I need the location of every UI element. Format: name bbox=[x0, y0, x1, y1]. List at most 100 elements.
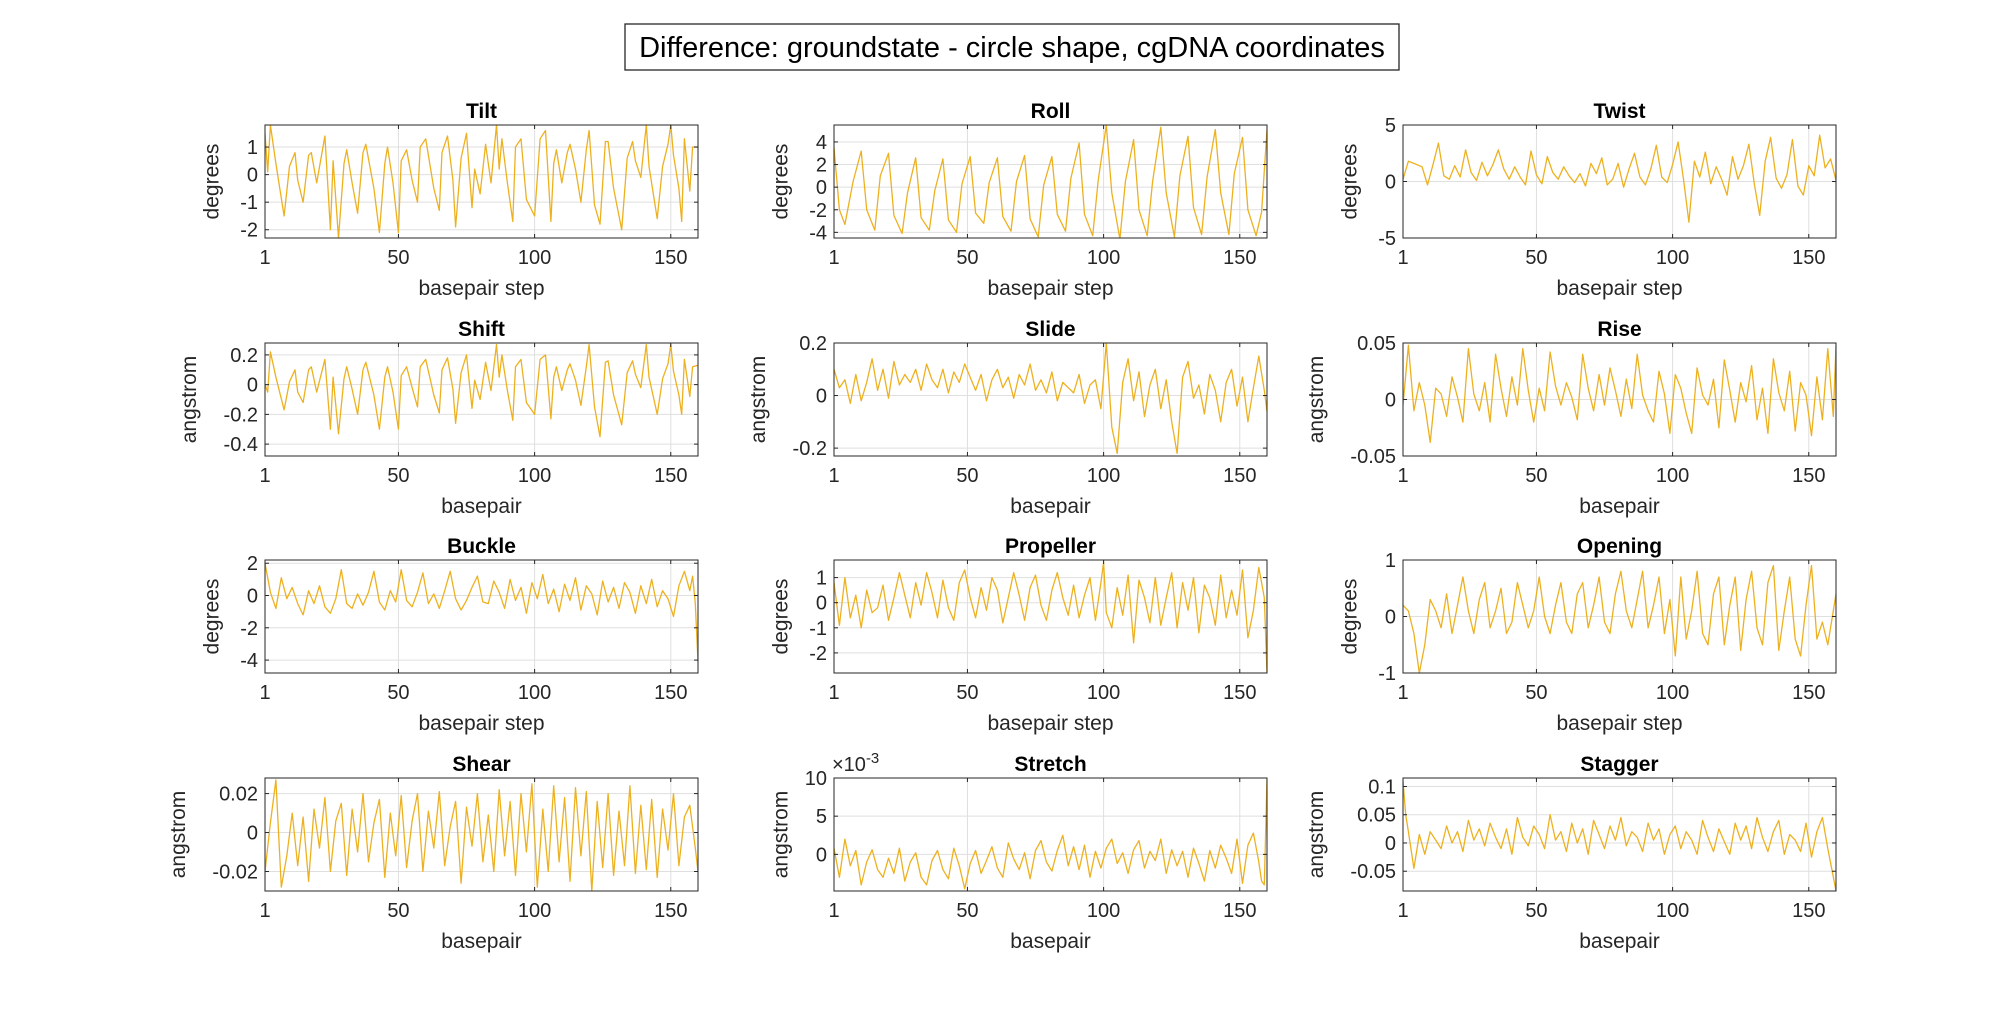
subplot-title: Shear bbox=[452, 753, 510, 776]
subplot-title: Roll bbox=[1031, 100, 1071, 123]
x-tick-label: 1 bbox=[259, 247, 270, 269]
x-tick-label: 100 bbox=[1087, 900, 1120, 922]
x-axis-label: basepair step bbox=[987, 712, 1113, 735]
data-series-shift bbox=[265, 343, 698, 438]
x-tick-label: 100 bbox=[1087, 465, 1120, 487]
x-tick-label: 1 bbox=[259, 465, 270, 487]
y-tick-label: 0.2 bbox=[230, 345, 258, 367]
x-tick-label: 150 bbox=[654, 682, 687, 704]
y-tick-label: 0.05 bbox=[1357, 333, 1396, 355]
x-axis-label: basepair bbox=[441, 495, 522, 518]
y-tick-label: -0.05 bbox=[1350, 446, 1396, 468]
y-tick-label: -4 bbox=[240, 650, 258, 672]
x-tick-label: 1 bbox=[828, 465, 839, 487]
x-tick-label: 50 bbox=[956, 682, 978, 704]
x-tick-label: 100 bbox=[1656, 465, 1689, 487]
data-series-stretch bbox=[834, 779, 1267, 890]
y-axis-label: angstrom bbox=[1305, 791, 1328, 879]
y-axis-label: angstrom bbox=[747, 356, 770, 444]
y-tick-label: 0 bbox=[247, 375, 258, 397]
x-axis-label: basepair step bbox=[418, 712, 544, 735]
x-tick-label: 50 bbox=[1525, 900, 1547, 922]
x-tick-label: 150 bbox=[654, 247, 687, 269]
y-tick-label: 0.1 bbox=[1368, 776, 1396, 798]
axes-frame bbox=[833, 124, 1268, 239]
subplot-title: Tilt bbox=[466, 100, 497, 123]
data-series-tilt bbox=[265, 125, 698, 238]
y-tick-label: -0.2 bbox=[793, 438, 827, 460]
x-tick-label: 1 bbox=[1397, 247, 1408, 269]
y-axis-label: degrees bbox=[770, 579, 793, 655]
y-tick-label: 0.05 bbox=[1357, 805, 1396, 827]
axes-frame bbox=[264, 559, 699, 674]
x-tick-label: 100 bbox=[1656, 900, 1689, 922]
y-tick-label: 0 bbox=[1385, 607, 1396, 629]
y-tick-label: -1 bbox=[809, 618, 827, 640]
y-tick-label: -2 bbox=[240, 618, 258, 640]
y-tick-label: 1 bbox=[1385, 550, 1396, 572]
x-tick-label: 150 bbox=[1223, 682, 1256, 704]
axes-frame bbox=[833, 559, 1268, 674]
y-tick-label: -4 bbox=[809, 222, 827, 244]
data-series-opening bbox=[1403, 564, 1836, 673]
x-axis-label: basepair step bbox=[1556, 712, 1682, 735]
y-tick-label: 0 bbox=[1385, 833, 1396, 855]
x-tick-label: 150 bbox=[1223, 465, 1256, 487]
x-tick-label: 50 bbox=[1525, 247, 1547, 269]
x-tick-label: 50 bbox=[956, 465, 978, 487]
suptitle-box bbox=[624, 23, 1400, 71]
y-axis-label: degrees bbox=[1339, 579, 1362, 655]
y-tick-label: -1 bbox=[240, 192, 258, 214]
x-tick-label: 100 bbox=[1087, 247, 1120, 269]
y-tick-label: -0.05 bbox=[1350, 861, 1396, 883]
subplot-title: Buckle bbox=[447, 535, 516, 558]
y-axis-label: angstrom bbox=[1305, 356, 1328, 444]
subplot-title: Slide bbox=[1025, 318, 1075, 341]
y-tick-label: -5 bbox=[1378, 228, 1396, 250]
axes-frame bbox=[264, 342, 699, 457]
y-tick-label: 0 bbox=[1385, 172, 1396, 194]
x-tick-label: 1 bbox=[259, 900, 270, 922]
x-tick-label: 1 bbox=[1397, 900, 1408, 922]
x-tick-label: 50 bbox=[387, 682, 409, 704]
x-tick-label: 100 bbox=[518, 465, 551, 487]
y-tick-label: -0.02 bbox=[212, 862, 258, 884]
y-axis-label: degrees bbox=[770, 144, 793, 220]
y-tick-label: 0.02 bbox=[219, 784, 258, 806]
x-tick-label: 150 bbox=[1223, 900, 1256, 922]
data-series-stagger bbox=[1403, 780, 1836, 891]
y-tick-label: -2 bbox=[809, 200, 827, 222]
x-tick-label: 150 bbox=[654, 900, 687, 922]
x-tick-label: 50 bbox=[1525, 682, 1547, 704]
y-axis-label: angstrom bbox=[178, 356, 201, 444]
x-tick-label: 100 bbox=[1656, 682, 1689, 704]
data-series-slide bbox=[834, 343, 1267, 455]
axes-frame bbox=[264, 777, 699, 892]
x-tick-label: 50 bbox=[387, 465, 409, 487]
y-tick-label: 1 bbox=[247, 137, 258, 159]
x-tick-label: 150 bbox=[1223, 247, 1256, 269]
y-axis-label: degrees bbox=[201, 144, 224, 220]
y-tick-label: -0.2 bbox=[224, 404, 258, 426]
x-axis-label: basepair bbox=[441, 930, 522, 953]
subplot-title: Rise bbox=[1597, 318, 1641, 341]
axes-frame bbox=[833, 777, 1268, 892]
x-axis-label: basepair step bbox=[1556, 277, 1682, 300]
data-series-twist bbox=[1403, 134, 1836, 223]
x-tick-label: 1 bbox=[1397, 465, 1408, 487]
y-tick-label: -1 bbox=[1378, 663, 1396, 685]
y-tick-label: 5 bbox=[1385, 115, 1396, 137]
y-tick-label: 0 bbox=[816, 593, 827, 615]
data-series-buckle bbox=[265, 563, 698, 662]
y-tick-label: 0 bbox=[1385, 390, 1396, 412]
x-tick-label: 150 bbox=[1792, 465, 1825, 487]
y-axis-label: angstrom bbox=[770, 791, 793, 879]
